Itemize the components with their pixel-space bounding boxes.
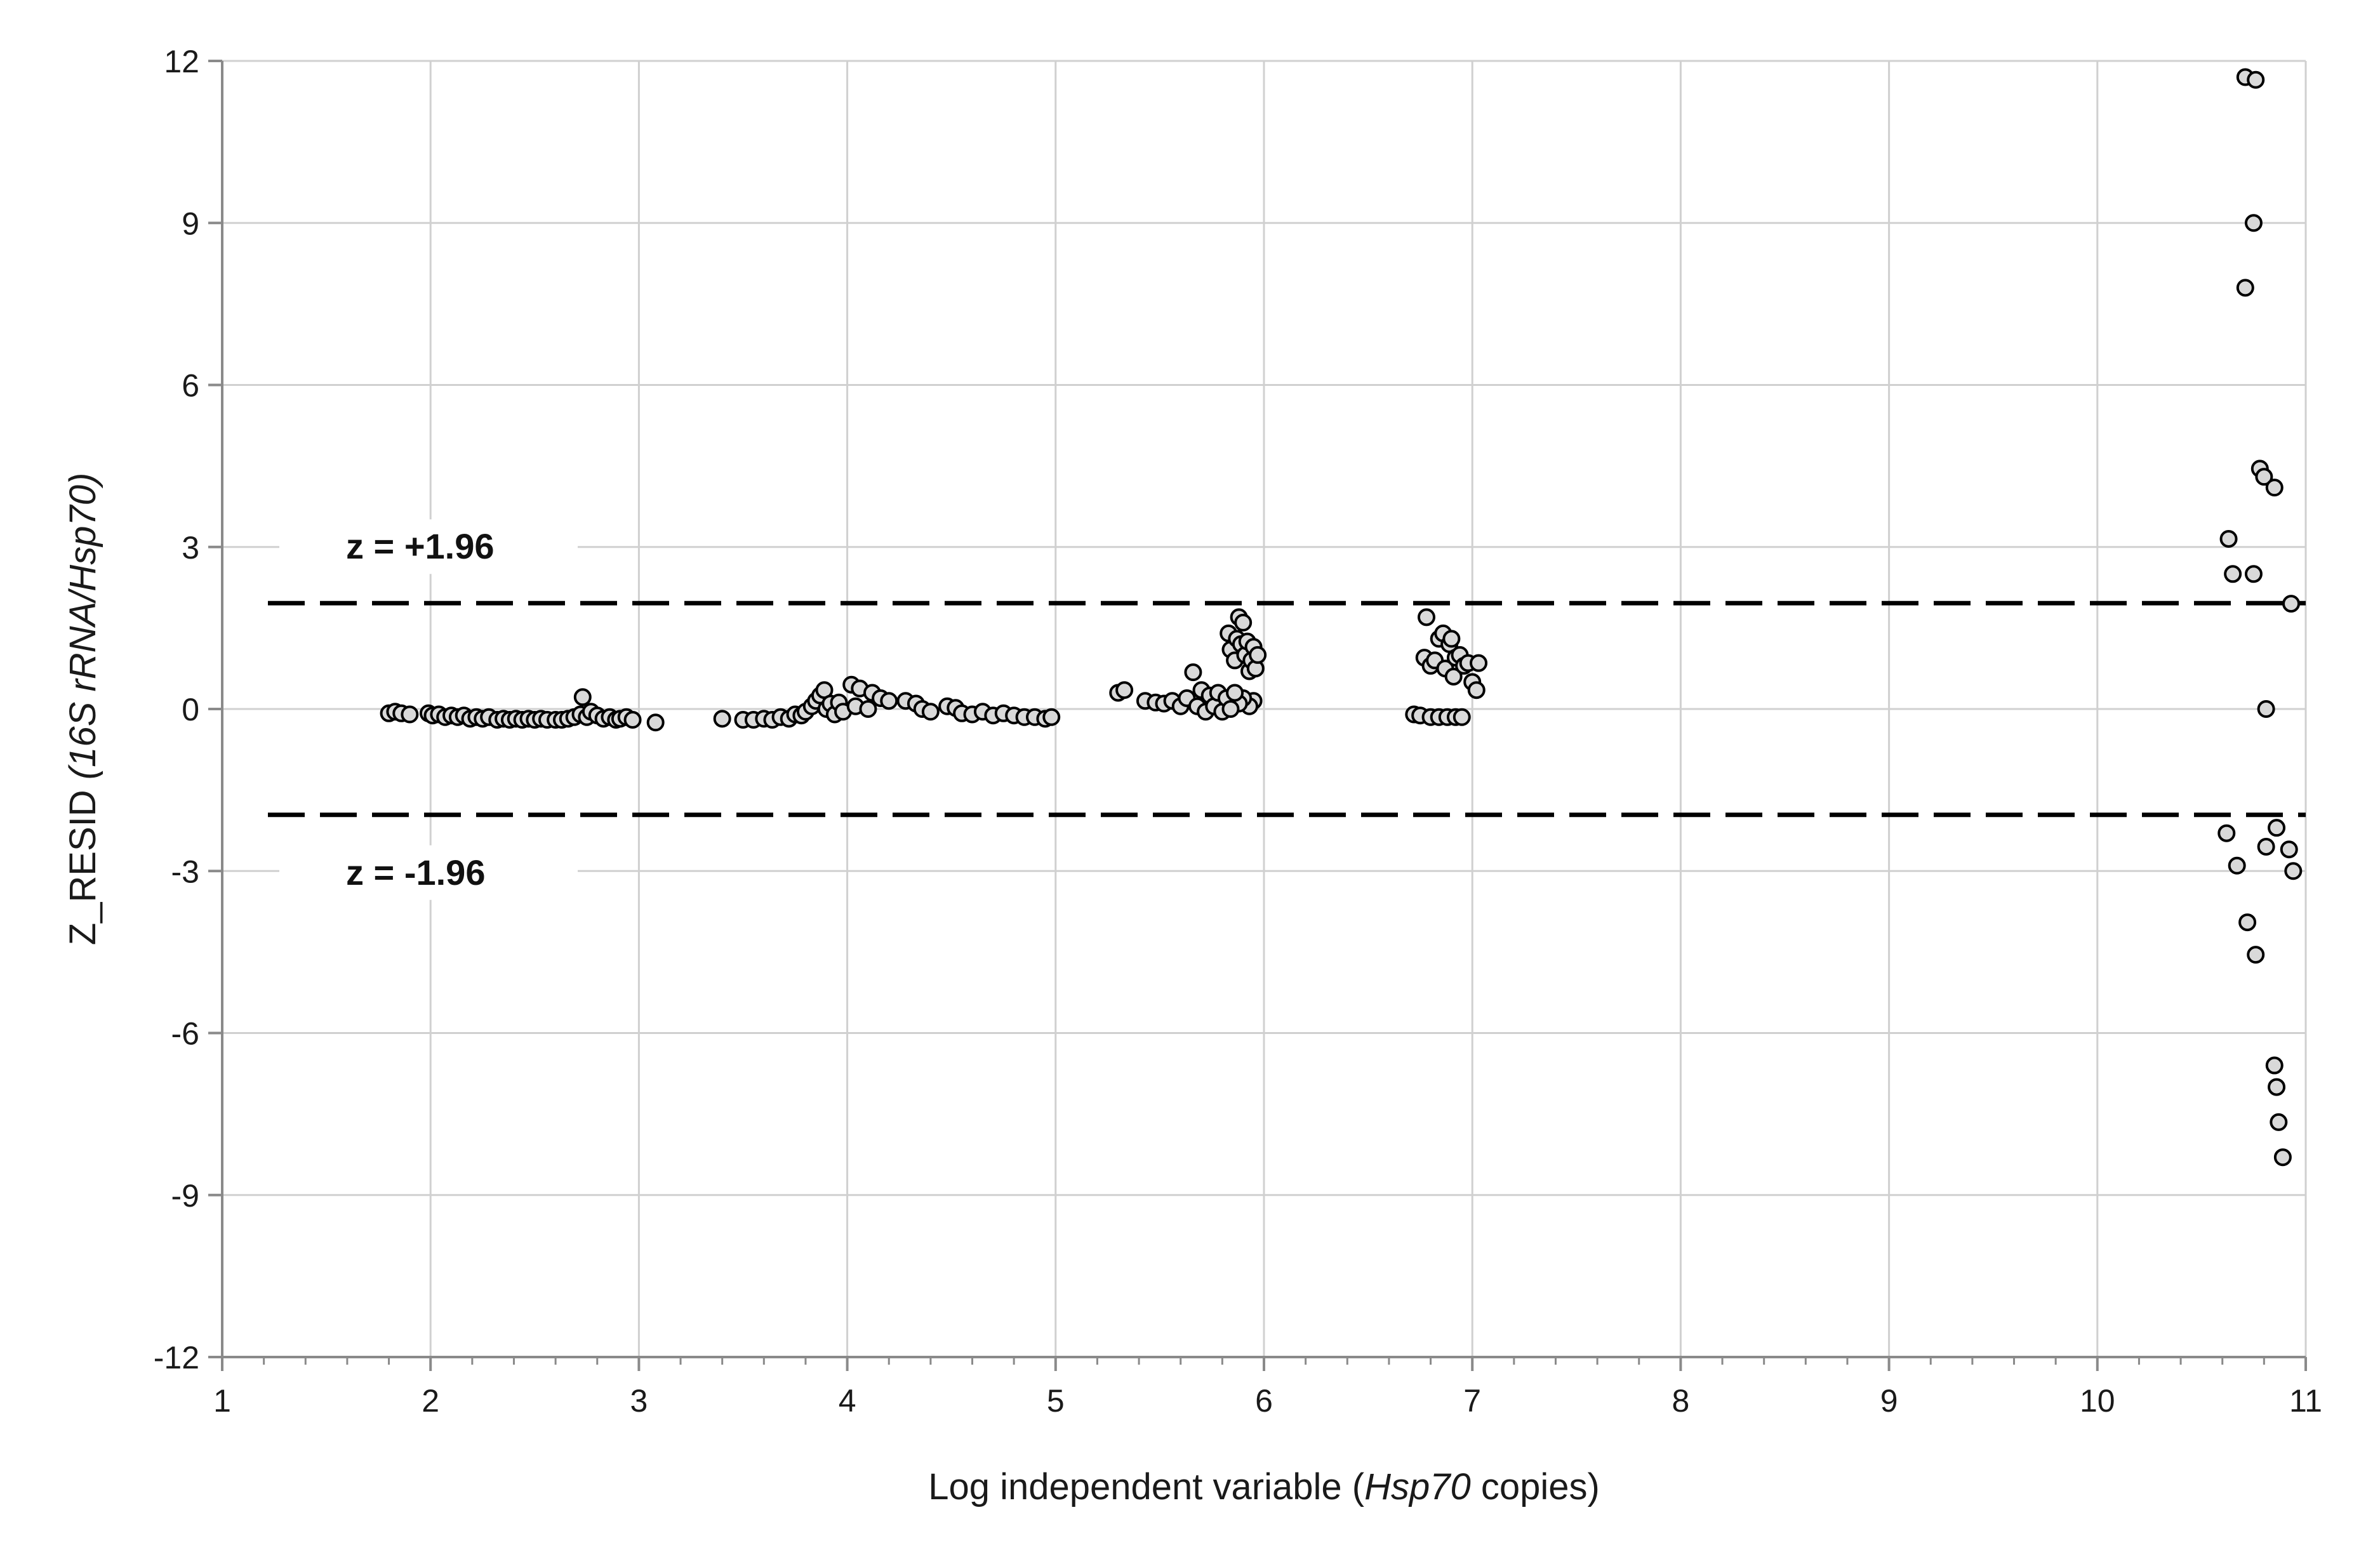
data-point (859, 700, 877, 718)
data-point (1115, 681, 1134, 699)
grid-lines (222, 60, 2307, 1357)
y-tick-label: -9 (171, 1178, 199, 1214)
x-tick-label: 8 (1672, 1383, 1689, 1419)
data-point (880, 692, 898, 710)
data-point (1234, 613, 1253, 632)
data-point (1221, 700, 1240, 718)
x-tick-label: 7 (1463, 1383, 1481, 1419)
y-tick-label: 12 (164, 44, 199, 79)
ref-label-lower: z = -1.96 (346, 852, 485, 892)
x-tick-label: 1 (213, 1383, 231, 1419)
x-tick-label: 2 (422, 1383, 439, 1419)
data-point (2247, 946, 2265, 964)
reference-lines (268, 519, 2306, 900)
y-axis-title-part1: Z_RESID (62, 779, 103, 945)
data-point (2228, 856, 2246, 875)
data-point (1417, 608, 1435, 626)
x-tick-label: 9 (1880, 1383, 1898, 1419)
data-point (1467, 681, 1486, 699)
data-point (2265, 1056, 2284, 1075)
data-point (2280, 840, 2298, 859)
tick-marks (208, 60, 2307, 1371)
data-point (2268, 819, 2286, 837)
y-tick-label: -3 (171, 854, 199, 889)
data-point (2265, 479, 2284, 497)
data-point (646, 713, 665, 732)
data-point (2257, 837, 2275, 856)
x-axis-title-paren: ( (1352, 1466, 1364, 1507)
data-point (2255, 468, 2273, 486)
data-point (2282, 595, 2301, 613)
data-point (1442, 630, 1461, 648)
y-tick-label: 6 (182, 368, 199, 404)
x-tick-label: 3 (630, 1383, 648, 1419)
y-tick-label: 9 (182, 206, 199, 241)
reference-label-backing (279, 845, 578, 900)
data-point (573, 688, 592, 706)
data-point (1444, 667, 1463, 686)
data-point (1470, 654, 1488, 672)
data-point (2236, 279, 2254, 297)
y-tick-label: -12 (154, 1340, 199, 1375)
data-point (2244, 214, 2263, 232)
x-tick-label: 6 (1255, 1383, 1273, 1419)
reference-label-backing (279, 519, 578, 574)
data-point (1184, 663, 1202, 682)
data-point (2238, 913, 2257, 932)
y-tick-label: -6 (171, 1016, 199, 1052)
y-axis-title-italic: (16S rRNA/Hsp70) (62, 473, 103, 779)
data-point (2270, 1113, 2288, 1131)
data-point (2257, 700, 2275, 718)
y-axis-title: Z_RESID (16S rRNA/Hsp70) (62, 473, 103, 946)
data-point (1249, 646, 1267, 664)
x-axis-title-part2: copies) (1471, 1466, 1600, 1507)
data-point (2217, 824, 2236, 842)
data-point (401, 705, 419, 724)
x-tick-label: 10 (2080, 1383, 2115, 1419)
data-point (2268, 1078, 2286, 1096)
data-point (921, 703, 940, 721)
data-points (380, 68, 2303, 1167)
data-point (713, 710, 731, 728)
ref-label-upper: z = +1.96 (346, 526, 495, 566)
data-point (623, 711, 642, 729)
x-tick-label: 4 (839, 1383, 856, 1419)
data-point (1226, 684, 1244, 702)
data-point (1453, 708, 1471, 726)
x-axis-title: Log independent variable (Hsp70 copies) (928, 1466, 1600, 1507)
data-point (2219, 529, 2238, 548)
data-point (2247, 70, 2265, 89)
data-point (2244, 565, 2263, 583)
data-point (1042, 708, 1061, 726)
data-point (2284, 862, 2303, 880)
x-tick-label: 11 (2289, 1383, 2322, 1419)
x-axis-title-part1: Log independent variable (928, 1466, 1352, 1507)
y-tick-label: 3 (182, 530, 199, 566)
x-axis-title-italic: Hsp70 (1364, 1466, 1471, 1507)
y-tick-label: 0 (182, 692, 199, 727)
data-point (2273, 1148, 2292, 1167)
data-point (2224, 565, 2242, 583)
x-tick-label: 5 (1047, 1383, 1065, 1419)
